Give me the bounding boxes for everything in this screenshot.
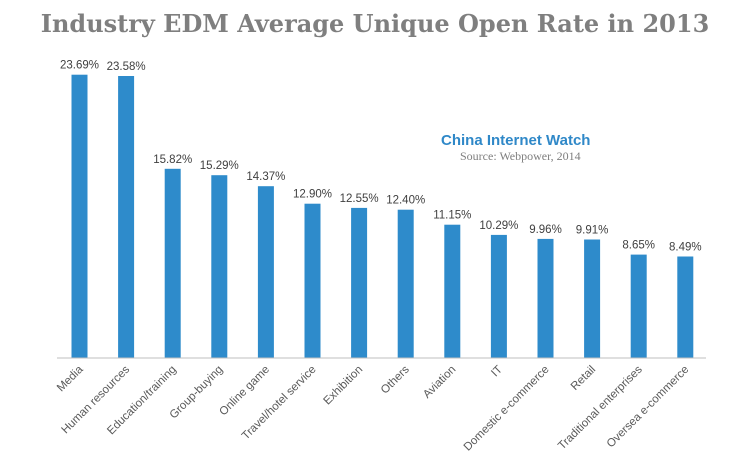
category-label-6: Exhibition — [321, 364, 365, 408]
value-label-13: 8.49% — [669, 242, 702, 254]
value-label-4: 14.37% — [246, 171, 285, 183]
bar-1 — [118, 76, 135, 358]
bar-0 — [71, 74, 88, 358]
category-label-9: IT — [489, 364, 505, 380]
value-labels-layer: 23.69% 23.58% 15.82% 15.29% 14.37% 12.90% 12.5… — [60, 60, 702, 254]
category-label-8: Aviation — [421, 364, 458, 401]
bar-6 — [351, 207, 368, 358]
watermark-source: Source: Webpower, 2014 — [460, 149, 581, 163]
chart-title: Industry EDM Average Unique Open Rate in… — [41, 9, 710, 38]
value-label-1: 23.58% — [107, 61, 146, 73]
value-label-3: 15.29% — [200, 160, 239, 172]
value-label-7: 12.40% — [386, 195, 425, 207]
bar-5 — [304, 203, 321, 358]
value-label-6: 12.55% — [340, 193, 379, 205]
category-label-11: Retail — [569, 364, 598, 393]
category-label-10: Domestic e-commerce — [462, 364, 552, 454]
bar-10 — [537, 238, 554, 358]
bar-4 — [257, 186, 274, 358]
bar-7 — [397, 209, 414, 358]
category-label-7: Others — [379, 363, 412, 396]
value-label-0: 23.69% — [60, 60, 99, 72]
category-label-0: Media — [55, 363, 86, 394]
value-label-11: 9.91% — [576, 225, 609, 237]
bar-13 — [677, 256, 694, 358]
bars-layer — [71, 74, 694, 358]
value-label-12: 8.65% — [622, 240, 655, 252]
bar-11 — [584, 239, 601, 358]
category-label-12: Traditional enterprises — [556, 363, 645, 452]
watermark-brand: China Internet Watch — [441, 132, 590, 149]
value-label-5: 12.90% — [293, 189, 332, 201]
bar-2 — [164, 168, 181, 358]
bar-3 — [211, 175, 228, 358]
value-label-8: 11.15% — [433, 210, 471, 222]
bar-9 — [490, 234, 507, 358]
source-watermark: China Internet Watch Source: Webpower, 2… — [441, 132, 590, 163]
value-label-9: 10.29% — [479, 220, 518, 232]
value-label-2: 15.82% — [153, 154, 192, 166]
value-label-10: 9.96% — [529, 224, 562, 236]
bar-8 — [444, 224, 461, 358]
category-label-13: Oversea e-commerce — [605, 364, 692, 451]
bar-12 — [630, 254, 647, 358]
